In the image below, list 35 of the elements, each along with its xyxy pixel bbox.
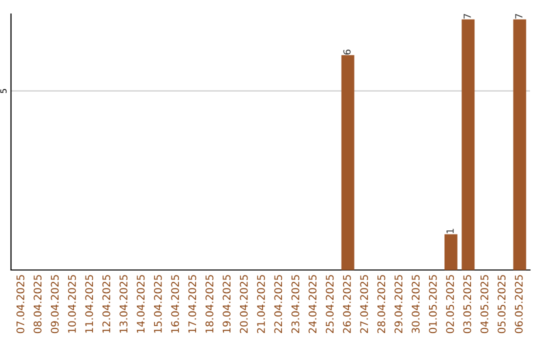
x-tick-label: 11.04.2025 xyxy=(85,275,94,333)
x-tick-label: 09.04.2025 xyxy=(50,275,59,334)
x-tick-label: 20.04.2025 xyxy=(240,275,248,334)
x-tick-label: 25.04.2025 xyxy=(326,275,334,334)
x-tick-label: 19.04.2025 xyxy=(222,275,231,333)
data-label: 7 xyxy=(515,14,522,19)
x-tick-label: 17.04.2025 xyxy=(188,275,196,333)
x-tick-label: 13.04.2025 xyxy=(120,275,128,333)
y-tick-label: 5 xyxy=(0,89,7,93)
x-tick-label: 21.04.2025 xyxy=(257,275,265,334)
x-tick-label: 07.04.2025 xyxy=(16,275,24,334)
x-tick-label: 30.04.2025 xyxy=(412,275,420,334)
data-label: 7 xyxy=(464,14,471,19)
x-tick-label: 16.04.2025 xyxy=(171,275,180,333)
data-label: 6 xyxy=(343,50,351,54)
data-label: 1 xyxy=(446,228,454,234)
x-tick-label: 08.04.2025 xyxy=(34,275,42,334)
x-tick-label: 04.05.2025 xyxy=(480,275,488,334)
x-tick-label: 15.04.2025 xyxy=(154,275,162,333)
x-tick-label: 27.04.2025 xyxy=(360,275,368,334)
x-tick-label: 10.04.2025 xyxy=(68,275,76,333)
x-tick-label: 03.05.2025 xyxy=(463,275,472,334)
x-tick-label: 22.04.2025 xyxy=(274,275,282,334)
x-tick-label: 29.04.2025 xyxy=(394,275,402,334)
x-tick-label: 14.04.2025 xyxy=(136,275,145,333)
x-tick-label: 02.05.2025 xyxy=(446,275,454,334)
x-tick-label: 06.05.2025 xyxy=(514,275,523,334)
x-tick-label: 26.04.2025 xyxy=(342,275,351,334)
x-tick-label: 05.05.2025 xyxy=(498,275,506,334)
x-tick-label: 18.04.2025 xyxy=(205,275,214,333)
x-tick-label: 12.04.2025 xyxy=(102,275,110,333)
x-tick-label: 24.04.2025 xyxy=(308,275,316,334)
x-tick-label: 23.04.2025 xyxy=(291,275,300,334)
x-tick-label: 01.05.2025 xyxy=(428,275,437,334)
x-tick-label: 28.04.2025 xyxy=(377,275,386,334)
